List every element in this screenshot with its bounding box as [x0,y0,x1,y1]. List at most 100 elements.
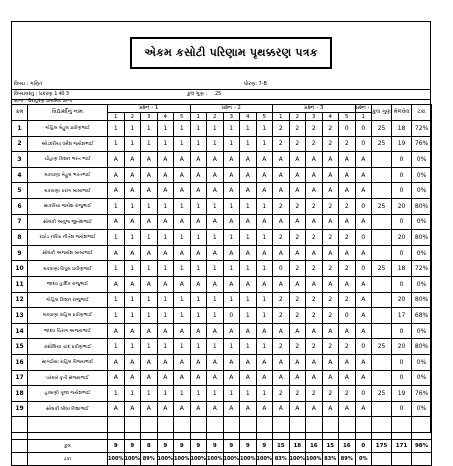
mark-cell: A [305,166,323,184]
mark-cell: A [107,322,125,340]
marks-table: ક્રમ વિદ્યાર્થીનું નામ પ્રશ્ન - 1 પ્રશ્ન… [11,104,433,466]
mark-cell: 1 [255,120,274,137]
mark-cell: A [272,151,290,168]
totals-label: કુલ [27,439,108,454]
mark-cell: 1 [239,260,257,277]
mark-cell: 1 [222,197,241,215]
student-name-cell: સાગઠીયા રાહિલ વિજયભાઈ [27,353,108,371]
percent-cell: 76% [411,385,433,402]
student-name-cell: હાલાણી પૂજા જયેશભાઈ [27,385,108,402]
mark-cell: A [222,166,241,184]
mark-cell: A [321,400,340,418]
blank-cell [11,416,28,441]
mark-cell: A [140,275,158,293]
mark-cell: 1 [189,260,208,277]
mark-cell: 1 [107,291,125,309]
mark-cell: A [156,353,174,371]
mark-cell: A [255,353,274,371]
blank-cell [391,416,413,441]
obtained-cell: 0 [391,213,413,231]
mark-cell: 1 [173,135,191,153]
mark-cell: 1 [206,120,224,137]
mark-cell: 2 [338,338,356,355]
total-marks-cell: 25 [371,120,393,137]
mark-cell: A [321,369,340,387]
mark-cell: 0 [272,260,290,277]
mark-cell: 1 [123,338,141,355]
mark-cell: 1 [239,338,257,355]
mark-cell: 0 [338,120,356,137]
mark-cell: 1 [123,385,141,402]
table-row: 3 ચૌહાણ કિશન ભરત ભાઈ A A A A A A A A A A A A A A A A 0 0% [11,151,433,168]
mark-cell: 1 [156,260,174,277]
total-marks-value: 25 [215,91,222,97]
grand-total-obtained: 171 [391,439,413,454]
mark-cell: 1 [222,135,241,153]
blank-cell [411,452,433,466]
mark-cell: 1 [123,197,141,215]
total-marks-cell [371,151,393,168]
blank-cell [189,416,208,441]
mark-cell: 1 [156,307,174,324]
mark-cell: A [272,213,290,231]
mark-cell: 2 [338,135,356,153]
serial-cell: 15 [11,338,28,355]
mark-cell: 1 [239,291,257,309]
mark-cell: 1 [239,135,257,153]
mark-cell: 1 [140,338,158,355]
mark-cell: A [222,213,241,231]
mark-cell: A [338,322,356,340]
mark-cell: 1 [140,135,158,153]
mark-cell: 1 [189,338,208,355]
school-label: શાળા : ઉદાહરણ પ્રાથમિક શાળા [14,99,73,104]
serial-cell: 8 [11,229,28,246]
mark-cell: 2 [288,291,307,309]
mark-cell: A [321,166,340,184]
mark-cell: A [354,291,373,309]
total-marks-cell [371,244,393,262]
mark-cell: A [107,244,125,262]
mark-cell: A [123,275,141,293]
mark-cell: 0 [354,120,373,137]
mark-cell: A [123,151,141,168]
mark-cell: A [173,166,191,184]
mark-cell: 1 [222,338,241,355]
mark-cell: 1 [206,307,224,324]
mark-cell: 0 [354,135,373,153]
mark-cell: A [305,369,323,387]
mark-cell: A [156,369,174,387]
obtained-cell: 0 [391,369,413,387]
blank-cell [288,416,307,441]
mark-cell: A [305,275,323,293]
mark-cell: A [255,322,274,340]
mark-cell: A [206,213,224,231]
mark-cell: A [239,322,257,340]
total-marks-cell [371,291,393,309]
blank-cell [239,416,257,441]
question-percent-cell: 100% [255,452,274,466]
percent-cell: 68% [411,307,433,324]
table-row: 14 જાદવ ચિરાગ અજયભાઈ A A A A A A A A A A A A A A A A 0 0% [11,322,433,340]
student-name-cell: કંસોલિયા ચાંદ પ્રવીણભાઈ [27,338,108,355]
mark-cell: A [156,151,174,168]
total-cell: 0 [354,439,373,454]
table-row: 9 સોલંકી અજયેશ બાબાભાઈ A A A A A A A A A A A A A A A A 0 0% [11,244,433,262]
mark-cell: A [321,151,340,168]
serial-cell: 1 [11,120,28,137]
header-percent: ટકા [411,104,433,121]
mark-cell: 1 [189,135,208,153]
serial-cell: 5 [11,182,28,199]
blank-cell [371,452,393,466]
mark-cell: 1 [123,135,141,153]
mark-cell: A [189,244,208,262]
mark-cell: 1 [206,291,224,309]
mark-cell: A [123,353,141,371]
total-marks-cell: 25 [371,385,393,402]
mark-cell: 1 [255,338,274,355]
mark-cell: A [338,213,356,231]
mark-cell: A [239,182,257,199]
mark-cell: A [255,244,274,262]
mark-cell: 1 [156,197,174,215]
total-marks-cell [371,400,393,418]
